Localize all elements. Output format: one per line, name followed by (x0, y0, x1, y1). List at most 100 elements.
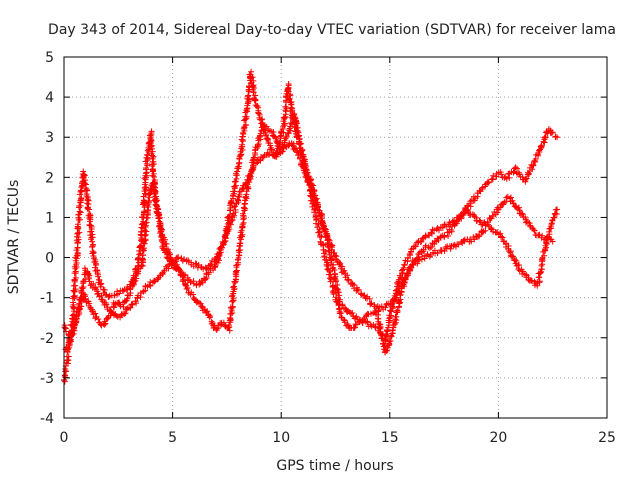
data-point-0 (72, 286, 79, 293)
data-point-0 (498, 171, 505, 178)
data-point-2 (246, 173, 253, 180)
data-point-1 (95, 316, 102, 323)
data-point-1 (338, 314, 345, 321)
data-point-1 (250, 154, 257, 161)
data-point-0 (140, 245, 147, 252)
data-point-0 (435, 227, 442, 234)
data-point-0 (235, 163, 242, 170)
data-point-2 (428, 244, 435, 251)
data-point-0 (78, 194, 85, 201)
data-point-1 (507, 249, 514, 256)
data-point-1 (316, 232, 323, 239)
data-point-1 (541, 252, 548, 259)
data-point-0 (467, 198, 474, 205)
data-point-2 (271, 152, 278, 159)
data-point-0 (339, 301, 346, 308)
data-point-2 (71, 321, 78, 328)
y-axis-label: SDTVAR / TECUs (6, 180, 22, 295)
data-point-2 (414, 254, 421, 261)
data-point-1 (326, 268, 333, 275)
data-point-2 (122, 310, 129, 317)
data-point-1 (162, 240, 169, 247)
data-point-1 (239, 210, 246, 217)
data-point-0 (277, 133, 284, 140)
data-point-1 (230, 283, 237, 290)
data-point-0 (512, 164, 519, 171)
data-point-1 (394, 307, 401, 314)
data-point-0 (331, 266, 338, 273)
data-point-1 (554, 206, 561, 213)
data-point-1 (142, 172, 149, 179)
data-point-2 (192, 260, 199, 267)
data-point-1 (383, 347, 390, 354)
data-point-1 (275, 140, 282, 147)
data-point-2 (302, 173, 309, 180)
data-point-0 (523, 175, 530, 182)
data-point-2 (249, 165, 256, 172)
data-point-2 (387, 301, 394, 308)
data-point-0 (281, 114, 288, 121)
data-point-1 (149, 172, 156, 179)
x-axis-label: GPS time / hours (276, 458, 393, 474)
data-point-1 (418, 256, 425, 263)
data-point-1 (471, 236, 478, 243)
data-point-2 (78, 287, 85, 294)
data-point-1 (292, 114, 299, 121)
data-point-1 (148, 152, 155, 159)
data-point-1 (512, 256, 519, 263)
data-point-1 (374, 315, 381, 322)
data-point-2 (290, 145, 297, 152)
data-point-2 (426, 245, 433, 252)
data-point-1 (141, 208, 148, 215)
data-point-2 (175, 254, 182, 261)
data-point-0 (115, 290, 122, 297)
data-point-1 (293, 119, 300, 126)
data-point-1 (329, 283, 336, 290)
data-point-0 (232, 178, 239, 185)
data-point-0 (526, 170, 533, 177)
data-point-2 (441, 232, 448, 239)
data-point-0 (83, 193, 90, 200)
data-point-2 (448, 227, 455, 234)
data-point-2 (215, 253, 222, 260)
data-point-1 (141, 181, 148, 188)
data-point-2 (378, 303, 385, 310)
y-tick-label: -2 (40, 331, 54, 347)
data-point-0 (505, 171, 512, 178)
data-point-2 (367, 301, 374, 308)
data-point-2 (375, 308, 382, 315)
data-point-0 (419, 235, 426, 242)
data-point-1 (334, 299, 341, 306)
x-tick-label: 10 (272, 430, 290, 446)
data-point-0 (529, 166, 536, 173)
data-point-1 (184, 284, 191, 291)
data-point-2 (325, 236, 332, 243)
data-point-2 (165, 265, 172, 272)
chart-title: Day 343 of 2014, Sidereal Day-to-day VTE… (48, 22, 616, 38)
data-point-1 (321, 254, 328, 261)
y-tick-label: -3 (40, 371, 54, 387)
data-point-0 (255, 110, 262, 117)
data-point-0 (62, 366, 69, 373)
data-point-1 (135, 255, 142, 262)
data-point-1 (510, 253, 517, 260)
data-point-0 (286, 95, 293, 102)
data-point-1 (447, 245, 454, 252)
data-point-0 (238, 151, 245, 158)
data-point-2 (202, 264, 209, 271)
data-point-2 (338, 265, 345, 272)
y-tick-label: -4 (40, 411, 54, 427)
data-point-1 (136, 243, 143, 250)
data-point-1 (550, 214, 557, 221)
data-point-1 (102, 320, 109, 327)
data-point-0 (84, 205, 91, 212)
data-point-1 (142, 191, 149, 198)
data-point-0 (101, 286, 108, 293)
data-point-1 (313, 216, 320, 223)
data-point-0 (268, 146, 275, 153)
data-point-0 (70, 293, 77, 300)
data-point-1 (117, 303, 124, 310)
data-point-2 (484, 218, 491, 225)
data-point-2 (70, 330, 77, 337)
